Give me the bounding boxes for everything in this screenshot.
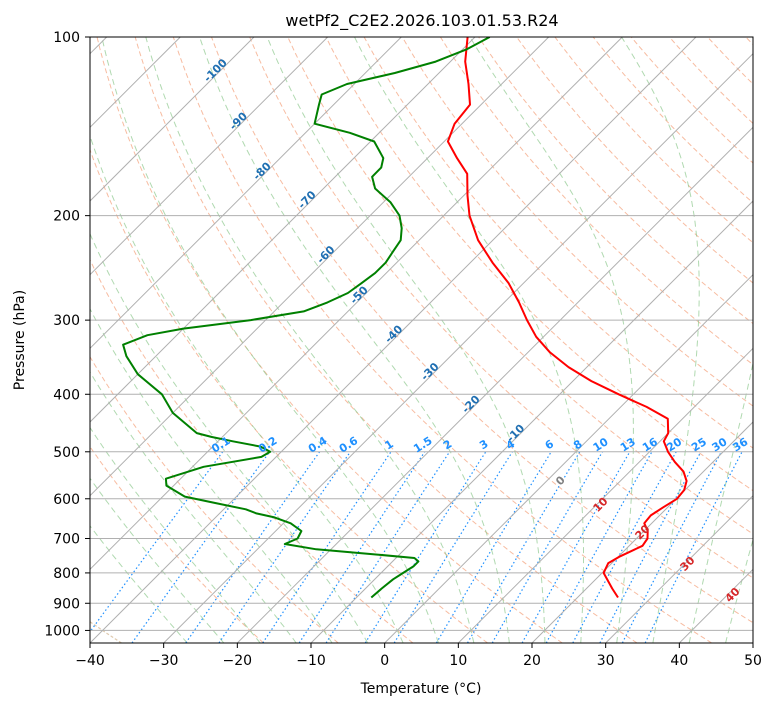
isotherm-line [457,347,753,643]
background-lines [90,37,753,643]
isotherm-line [310,200,753,643]
moist-adiabat-line [101,37,439,643]
dry-adiabat-line [249,37,753,579]
mixing-ratio-line [90,451,224,633]
x-tick-label: 40 [670,653,688,669]
moist-adiabat-line [90,477,225,643]
mixing-ratio-line [298,451,426,643]
mixing-ratio-line [644,451,743,643]
y-axis-ticks: 100 200 300 400 500 600 700 800 900 1000 [44,30,90,639]
mixing-ratio-line [218,451,351,643]
y-axis-title: Pressure (hPa) [12,290,28,390]
dry-adiabat-line [401,37,753,407]
moist-adiabat-line [621,37,700,643]
y-tick-label: 900 [53,596,80,612]
x-tick-label: −10 [296,653,326,669]
moist-adiabat-line [90,232,369,643]
x-axis-ticks: −40 −30 −20 −10 0 10 20 30 40 50 [75,643,762,669]
x-tick-label: 50 [744,653,762,669]
y-tick-label: 1000 [44,623,80,639]
moist-adiabat-line [354,37,584,643]
moist-adiabat-line [90,525,188,643]
mixing-ratio-line [599,451,702,643]
isotherm-line [605,494,753,643]
y-tick-label: 700 [53,532,80,548]
isotherm-line [90,37,255,202]
y-tick-label: 300 [53,313,80,329]
moist-adiabat-line [688,361,753,643]
isotherm-line [90,37,623,571]
dry-adiabat-line [325,37,753,492]
dry-adiabat-line [134,37,638,643]
mixing-ratio-line [185,451,321,643]
x-axis-title: Temperature (°C) [360,681,482,697]
moist-adiabat-line [469,37,634,643]
mixing-ratio-line [521,451,631,643]
dry-adiabat-line [211,37,753,624]
x-tick-label: −40 [75,653,105,669]
mixing-ratio-line [131,451,271,643]
dry-adiabat-line [439,37,753,366]
temperature-profile-line [446,37,688,599]
x-tick-label: 10 [449,653,467,669]
isotherm-line [90,37,476,423]
isotherm-line [531,421,753,643]
x-tick-label: −20 [223,653,253,669]
dewpoint-profile-line [122,37,491,599]
isotherm-line [90,37,697,643]
dry-adiabat-line [90,258,414,643]
curves [122,37,688,599]
y-tick-label: 600 [53,492,80,508]
y-tick-label: 200 [53,209,80,225]
mixing-ratio-line [325,451,451,643]
plot-frame [89,36,754,644]
moist-adiabat-line [725,537,753,643]
dry-adiabat-line [172,37,712,643]
x-tick-label: 0 [380,653,389,669]
dry-adiabat-line [90,148,488,643]
isotherm-line [90,37,550,497]
isotherm-line [90,37,329,276]
mixing-ratio-line [545,451,653,643]
moist-adiabat-line [90,134,404,643]
dry-adiabat-line [592,37,753,204]
mixing-ratio-line [262,451,392,643]
chart-title: wetPf2_C2E2.2026.103.01.53.R24 [285,11,558,31]
isotherm-line [384,273,753,643]
x-tick-label: 30 [597,653,615,669]
x-tick-label: −30 [149,653,179,669]
isotherm-line [90,37,402,350]
mixing-ratio-line [435,451,552,643]
x-tick-label: 20 [523,653,541,669]
y-tick-label: 400 [53,387,80,403]
y-tick-label: 800 [53,566,80,582]
moist-adiabat-line [90,426,261,643]
y-tick-label: 100 [53,30,80,46]
dry-adiabat-line [478,37,753,325]
dry-adiabat-line [287,37,753,535]
y-tick-label: 500 [53,445,80,461]
dry-adiabat-line [90,355,339,643]
moist-adiabat-line [199,37,510,643]
moist-adiabat-line [266,37,546,643]
isotherm-line [163,52,753,643]
moist-adiabat-line [90,307,333,643]
mixing-ratio-line [572,451,677,643]
moist-adiabat-line [145,37,475,643]
